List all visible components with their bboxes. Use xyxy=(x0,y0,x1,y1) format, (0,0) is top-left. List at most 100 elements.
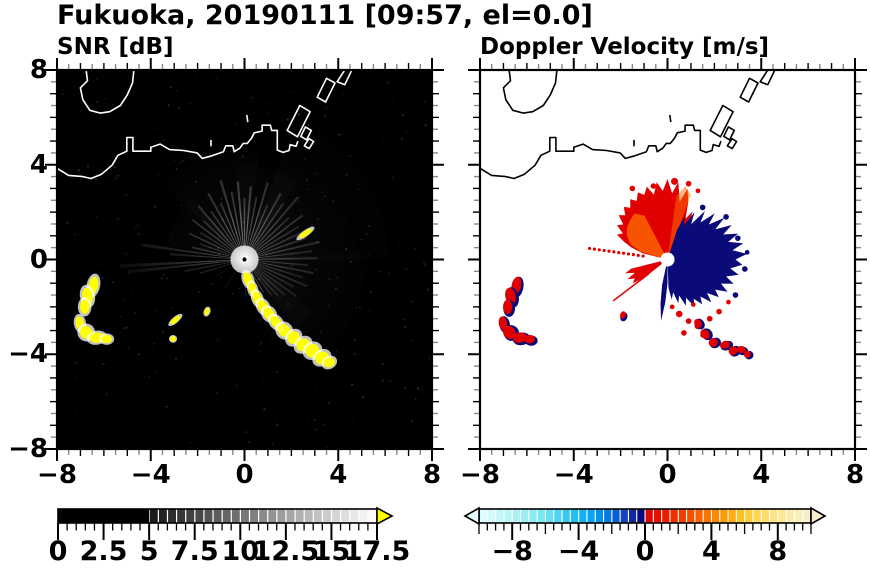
velocity-colorbar-segment xyxy=(496,509,504,523)
snr-colorbar-label: 10 xyxy=(221,536,260,567)
noise-speck xyxy=(100,265,103,267)
snr-ray xyxy=(184,259,245,273)
noise-speck xyxy=(218,236,220,239)
noise-speck xyxy=(251,96,253,99)
snr-colorbar-segment xyxy=(213,509,222,523)
high-snr-blob xyxy=(277,325,282,331)
pier-outline xyxy=(726,137,738,150)
noise-speck xyxy=(404,326,407,328)
dotted-ray-dot xyxy=(626,252,631,256)
noise-speck xyxy=(316,385,318,387)
snr-colorbar-segment xyxy=(341,509,350,523)
velocity-colorbar-segment xyxy=(720,509,728,523)
noise-speck xyxy=(58,251,61,254)
ship-echo-red xyxy=(700,329,710,339)
noise-speck xyxy=(323,423,325,426)
noise-speck xyxy=(195,73,197,76)
snr-colorbar-segment xyxy=(149,509,158,523)
noise-speck xyxy=(267,112,269,114)
noise-speck xyxy=(106,393,108,396)
noise-speck xyxy=(336,350,338,352)
snr-ray xyxy=(243,197,246,260)
snr-shadow xyxy=(214,259,245,315)
navy-speck xyxy=(732,292,739,298)
snr-colorbar-segment xyxy=(295,509,304,523)
snr-colorbar-segment xyxy=(332,509,341,523)
red-speck xyxy=(716,308,722,315)
velocity-underflow-arrow xyxy=(463,506,480,526)
velocity-colorbar-label: −8 xyxy=(491,536,533,567)
snr-overflow-arrow xyxy=(376,506,394,526)
noise-speck xyxy=(309,82,311,84)
noise-speck xyxy=(66,222,69,224)
y-tick-label: 8 xyxy=(29,55,48,85)
noise-speck xyxy=(381,363,384,366)
snr-colorbar-segment xyxy=(204,509,213,523)
noise-speck xyxy=(391,176,394,179)
velocity-colorbar-segment xyxy=(778,509,786,523)
noise-speck xyxy=(134,226,137,228)
noise-speck xyxy=(351,384,354,386)
noise-speck xyxy=(287,303,289,305)
snr-plot xyxy=(45,58,444,461)
x-tick-label: −4 xyxy=(553,460,594,490)
noise-speck xyxy=(137,233,140,236)
noise-speck xyxy=(198,291,201,293)
noise-speck xyxy=(411,339,414,342)
noise-speck xyxy=(236,134,238,136)
noise-speck xyxy=(368,225,370,228)
noise-speck xyxy=(211,283,213,285)
noise-speck xyxy=(225,313,227,316)
noise-speck xyxy=(80,221,83,223)
dotted-ray-dot xyxy=(607,249,611,253)
navy-speck xyxy=(744,250,750,255)
noise-speck xyxy=(154,310,157,313)
noise-speck xyxy=(297,201,300,203)
snr-haze xyxy=(164,150,260,260)
coastline xyxy=(502,70,558,114)
noise-speck xyxy=(327,305,330,307)
noise-speck xyxy=(402,383,404,385)
noise-speck xyxy=(218,253,221,256)
noise-speck xyxy=(165,406,168,408)
noise-speck xyxy=(427,288,430,291)
noise-speck xyxy=(271,443,274,446)
velocity-colorbar-segment xyxy=(662,509,670,523)
noise-speck xyxy=(411,420,414,423)
snr-colorbar-segment xyxy=(250,509,259,523)
ship-echo-red xyxy=(728,346,738,356)
x-tick-label: 4 xyxy=(329,460,348,490)
velocity-colorbar-segment xyxy=(745,509,753,523)
noise-speck xyxy=(217,247,220,250)
snr-colorbar-solid xyxy=(58,509,150,523)
x-tick-label: −4 xyxy=(130,460,171,490)
noise-speck xyxy=(77,169,80,172)
noise-speck xyxy=(124,252,127,255)
noise-speck xyxy=(238,288,241,290)
noise-speck xyxy=(405,131,408,133)
noise-speck xyxy=(180,205,183,207)
velocity-colorbar-segment xyxy=(537,509,545,523)
snr-ray xyxy=(244,250,313,260)
dotted-ray-dot xyxy=(612,250,616,254)
noise-speck xyxy=(170,308,173,310)
noise-speck xyxy=(220,276,223,279)
velocity-panel-title: Doppler Velocity [m/s] xyxy=(480,34,770,60)
noise-speck xyxy=(272,252,274,254)
noise-speck xyxy=(263,408,266,411)
noise-speck xyxy=(285,349,288,351)
noise-speck xyxy=(424,101,426,103)
noise-speck xyxy=(276,424,279,426)
noise-speck xyxy=(307,421,309,424)
snr-ray xyxy=(244,186,252,260)
snr-ray xyxy=(244,226,313,260)
noise-speck xyxy=(96,101,99,103)
noise-speck xyxy=(334,287,337,290)
snr-colorbar xyxy=(57,506,394,540)
pier-outline xyxy=(286,104,311,138)
noise-speck xyxy=(167,104,170,107)
pier-outline xyxy=(303,137,315,150)
pier-outline xyxy=(759,70,776,86)
noise-speck xyxy=(232,300,234,303)
